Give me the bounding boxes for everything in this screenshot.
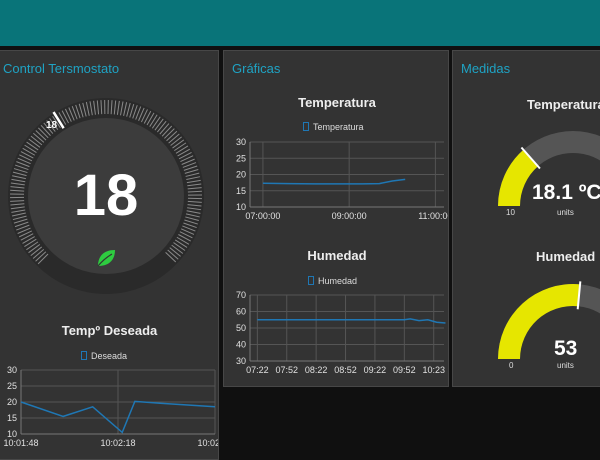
- leaf-icon: [95, 247, 117, 269]
- temperatura-gauge-units: units: [557, 208, 574, 217]
- series-line: [263, 179, 405, 184]
- x-tick-label: 10:23: [422, 365, 445, 375]
- temperatura-legend: Temperatura: [303, 122, 364, 132]
- panel-title: Medidas: [461, 61, 510, 76]
- y-tick-label: 60: [236, 307, 246, 317]
- humedad-gauge-units: units: [557, 361, 574, 370]
- medidas-panel: Medidas Temperatura 18.1 ºC 10 units Hum…: [452, 50, 600, 387]
- y-tick-label: 20: [236, 170, 246, 180]
- control-panel: Control Tersmostato 18 18 Tempº Deseada …: [0, 50, 219, 460]
- x-tick-label: 10:01:48: [3, 438, 38, 448]
- y-tick-label: 30: [236, 137, 246, 147]
- x-tick-label: 07:22: [246, 365, 269, 375]
- y-tick-label: 40: [236, 340, 246, 350]
- setpoint-label: 18: [46, 120, 57, 131]
- temperatura-gauge-value: 18.1 ºC: [532, 181, 600, 205]
- humedad-legend: Humedad: [308, 276, 357, 286]
- y-tick-label: 30: [236, 356, 246, 366]
- x-tick-label: 07:52: [275, 365, 298, 375]
- y-tick-label: 25: [7, 381, 17, 391]
- x-tick-label: 10:02:18: [100, 438, 135, 448]
- dial-tick: [188, 191, 202, 192]
- x-tick-label: 09:00:00: [332, 211, 367, 221]
- humedad-gauge: [453, 276, 600, 366]
- x-tick-label: 07:00:00: [245, 211, 280, 221]
- y-tick-label: 30: [7, 365, 17, 375]
- x-tick-label: 10:02:48: [197, 438, 219, 448]
- humedad-gauge-title: Humedad: [536, 249, 595, 264]
- deseada-chart-title: Tempº Deseada: [0, 323, 219, 338]
- temperatura-gauge-min: 10: [506, 208, 515, 217]
- current-temperature: 18: [66, 162, 146, 229]
- panel-title: Gráficas: [232, 61, 280, 76]
- graficas-panel: Gráficas Temperatura Temperatura 30 25 20 1…: [223, 50, 449, 387]
- y-tick-label: 15: [236, 186, 246, 196]
- humedad-gauge-min: 0: [509, 361, 513, 370]
- legend-label: Deseada: [91, 351, 127, 361]
- legend-label: Temperatura: [313, 122, 364, 132]
- humedad-chart-title: Humedad: [224, 248, 449, 263]
- legend-swatch: [308, 276, 314, 285]
- y-tick-label: 25: [236, 153, 246, 163]
- series-line: [257, 319, 445, 323]
- humedad-gauge-value: 53: [554, 337, 577, 361]
- temperatura-chart-title: Temperatura: [224, 95, 449, 110]
- deseada-legend: Deseada: [81, 351, 127, 361]
- x-tick-label: 08:22: [305, 365, 328, 375]
- y-tick-label: 15: [7, 413, 17, 423]
- x-tick-label: 08:52: [334, 365, 357, 375]
- x-tick-label: 09:52: [393, 365, 416, 375]
- top-header-bar: [0, 0, 600, 46]
- x-tick-label: 11:00:00: [418, 211, 449, 221]
- y-tick-label: 20: [7, 397, 17, 407]
- legend-swatch: [81, 351, 87, 360]
- y-tick-label: 50: [236, 323, 246, 333]
- legend-label: Humedad: [318, 276, 357, 286]
- legend-swatch: [303, 122, 309, 131]
- x-tick-label: 09:22: [364, 365, 387, 375]
- temperatura-gauge-title: Temperatura: [527, 97, 600, 112]
- y-tick-label: 70: [236, 290, 246, 300]
